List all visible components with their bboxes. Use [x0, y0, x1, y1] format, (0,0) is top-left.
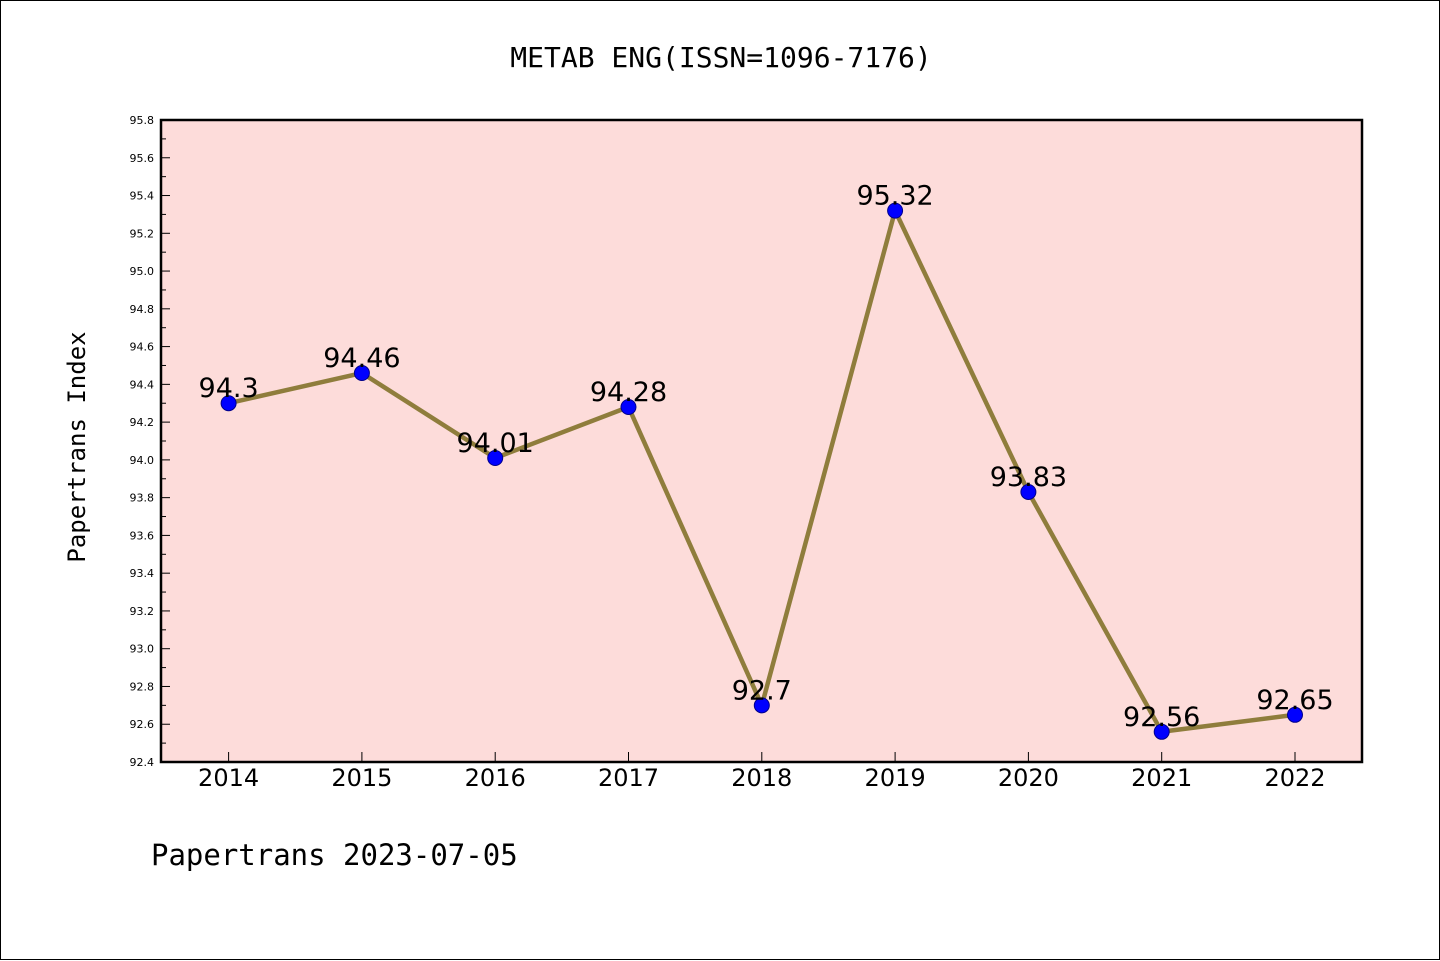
data-point-marker: [1287, 706, 1303, 723]
data-label: 92.56: [1123, 702, 1200, 733]
data-point-marker: [620, 399, 637, 416]
data-point-marker: [887, 202, 904, 219]
y-tick-label: 94.2: [130, 416, 155, 429]
y-tick-label: 95.4: [130, 190, 155, 203]
series-line-segment: [892, 208, 1031, 495]
y-tick-label: 94.6: [130, 341, 155, 354]
footer-text: Papertrans 2023-07-05: [151, 838, 518, 872]
y-axis-ticks: 92.4 92.6 92.8 93.0 93.2 93.4 93.6 93.8 94.0 94.2…: [130, 114, 170, 769]
data-point-marker: [487, 449, 504, 466]
y-tick-label: 92.6: [130, 718, 155, 731]
data-point-marker: [1020, 483, 1037, 500]
y-tick-label: 93.4: [130, 567, 155, 580]
y-axis-label: Papertrans Index: [63, 331, 91, 562]
data-label: 93.83: [990, 462, 1067, 493]
data-label: 94.3: [199, 373, 259, 404]
y-tick-label: 92.8: [130, 680, 155, 693]
data-markers: [220, 202, 1303, 740]
x-tick-label: 2018: [731, 764, 792, 792]
plot-area: [159, 118, 1364, 764]
y-tick-label: 95.2: [130, 227, 155, 240]
data-label: 94.28: [590, 377, 667, 408]
y-tick-label: 92.4: [130, 756, 155, 769]
data-point-marker: [353, 365, 370, 382]
y-tick-label: 94.8: [130, 303, 155, 316]
y-tick-label: 93.8: [130, 492, 155, 505]
series-line-segment: [226, 370, 365, 406]
data-point-marker: [753, 697, 770, 714]
y-tick-label: 94.0: [130, 454, 155, 467]
series-line-group: [226, 208, 1298, 735]
y-tick-label: 95.0: [130, 265, 155, 278]
x-tick-label: 2021: [1131, 764, 1192, 792]
data-label: 92.7: [732, 675, 792, 706]
y-tick-label: 94.4: [130, 378, 155, 391]
y-tick-label: 93.2: [130, 605, 155, 618]
y-tick-label: 93.6: [130, 529, 155, 542]
x-tick-label: 2020: [998, 764, 1059, 792]
series-line-segment: [759, 208, 898, 708]
data-point-marker: [1153, 723, 1170, 740]
y-tick-label: 93.0: [130, 643, 155, 656]
x-tick-label: 2017: [598, 764, 659, 792]
chart-title: METAB ENG(ISSN=1096-7176): [510, 41, 931, 74]
series-line-segment: [492, 404, 631, 461]
series-line-segment: [626, 404, 765, 708]
data-labels: 94.3 94.46 94.01 94.28 92.7 95.32 93.83 92.56 92…: [199, 181, 1334, 733]
series-line-segment: [1026, 489, 1164, 735]
y-tick-label: 95.6: [130, 152, 155, 165]
x-tick-label: 2016: [465, 764, 526, 792]
series-line-segment: [359, 370, 498, 461]
x-tick-label: 2022: [1264, 764, 1325, 792]
y-tick-label: 95.8: [130, 114, 155, 127]
x-axis-ticks: 2014 2015 2016 2017 2018 2019 2020 2021 2022: [198, 752, 1326, 792]
data-label: 94.01: [457, 428, 534, 459]
data-point-marker: [220, 395, 237, 412]
data-label: 94.46: [323, 343, 400, 374]
x-tick-label: 2015: [331, 764, 392, 792]
x-tick-label: 2014: [198, 764, 259, 792]
data-label: 92.65: [1256, 685, 1333, 716]
x-tick-label: 2019: [865, 764, 926, 792]
data-label: 95.32: [856, 181, 933, 212]
series-line-segment: [1159, 712, 1298, 735]
